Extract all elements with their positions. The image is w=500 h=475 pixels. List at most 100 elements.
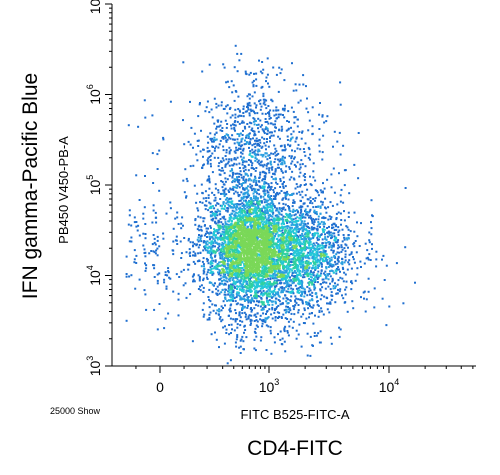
event-dot	[304, 216, 307, 219]
event-dot	[180, 227, 183, 230]
event-dot	[231, 261, 234, 264]
event-dot	[235, 237, 238, 240]
event-dot	[340, 244, 343, 247]
event-dot	[256, 207, 258, 210]
event-dot	[215, 211, 218, 214]
event-dot	[226, 247, 229, 250]
event-dot	[332, 251, 335, 254]
event-dot	[294, 284, 297, 287]
event-dot	[323, 221, 325, 224]
event-dot	[220, 233, 222, 236]
event-dot	[395, 262, 398, 265]
event-dot	[222, 217, 225, 220]
event-dot	[316, 281, 319, 284]
event-dot	[243, 239, 246, 242]
event-dot	[271, 213, 274, 216]
event-dot	[300, 250, 303, 253]
event-dot	[263, 101, 266, 104]
event-dot	[272, 245, 275, 248]
event-dot	[206, 271, 209, 274]
event-dot	[255, 238, 258, 241]
event-dot	[330, 265, 333, 268]
event-dot	[278, 247, 281, 250]
event-dot	[257, 224, 259, 227]
event-dot	[233, 128, 236, 131]
event-dot	[238, 214, 241, 217]
event-dot	[211, 210, 213, 213]
event-dot	[260, 214, 263, 217]
event-dot	[286, 285, 289, 288]
event-dot	[236, 191, 239, 194]
event-dot	[299, 216, 302, 219]
event-dot	[298, 206, 301, 209]
event-dot	[347, 228, 350, 231]
event-dot	[256, 218, 259, 221]
event-dot	[238, 175, 240, 178]
event-dot	[180, 270, 183, 273]
event-dot	[214, 147, 216, 150]
event-dot	[258, 274, 261, 277]
event-dot	[172, 240, 175, 243]
event-dot	[273, 205, 276, 207]
event-dot	[233, 269, 236, 272]
event-dot	[285, 252, 288, 255]
event-dot	[261, 239, 264, 242]
event-dot	[230, 238, 233, 241]
event-dot	[259, 185, 262, 188]
event-dot	[250, 167, 253, 170]
event-dot	[274, 123, 276, 126]
event-dot	[279, 158, 282, 161]
event-dot	[348, 253, 351, 256]
event-dot	[195, 153, 198, 156]
event-dot	[302, 243, 305, 246]
event-dot	[273, 272, 276, 275]
event-dot	[221, 289, 224, 291]
event-dot	[218, 270, 221, 273]
event-dot	[234, 203, 237, 206]
event-dot	[280, 222, 283, 225]
event-dot	[297, 228, 300, 230]
event-dot	[327, 302, 330, 305]
event-dot	[193, 242, 196, 245]
event-dot	[329, 275, 332, 278]
event-dot	[231, 250, 234, 253]
event-dot	[315, 274, 318, 277]
event-dot	[307, 251, 310, 254]
event-dot	[313, 227, 316, 230]
event-dot	[262, 218, 265, 221]
event-dot	[236, 240, 239, 243]
event-dot	[307, 235, 310, 238]
event-dot	[343, 210, 345, 213]
event-dot	[260, 257, 263, 260]
event-dot	[274, 120, 277, 123]
event-dot	[229, 137, 232, 140]
event-dot	[309, 175, 311, 178]
event-dot	[236, 288, 238, 290]
event-dot	[215, 234, 217, 237]
event-dot	[327, 206, 330, 209]
event-dot	[248, 121, 251, 124]
event-dot	[243, 195, 246, 198]
event-dot	[306, 285, 309, 288]
event-dot	[267, 222, 270, 225]
event-dot	[186, 180, 189, 183]
event-dot	[225, 202, 228, 205]
event-dot	[285, 290, 288, 293]
event-dot	[209, 237, 212, 240]
event-dot	[233, 123, 236, 126]
event-dot	[295, 222, 298, 225]
event-dot	[276, 282, 279, 285]
event-dot	[288, 232, 291, 235]
event-dot	[273, 261, 276, 263]
event-dot	[248, 97, 251, 100]
event-dot	[264, 121, 267, 123]
event-dot	[199, 289, 202, 292]
event-dot	[197, 240, 200, 243]
event-dot	[279, 286, 282, 289]
event-dot	[295, 233, 298, 236]
event-dot	[234, 186, 237, 189]
event-dot	[219, 129, 222, 132]
event-dot	[277, 259, 280, 262]
event-dot	[282, 197, 285, 200]
event-dot	[331, 236, 333, 239]
